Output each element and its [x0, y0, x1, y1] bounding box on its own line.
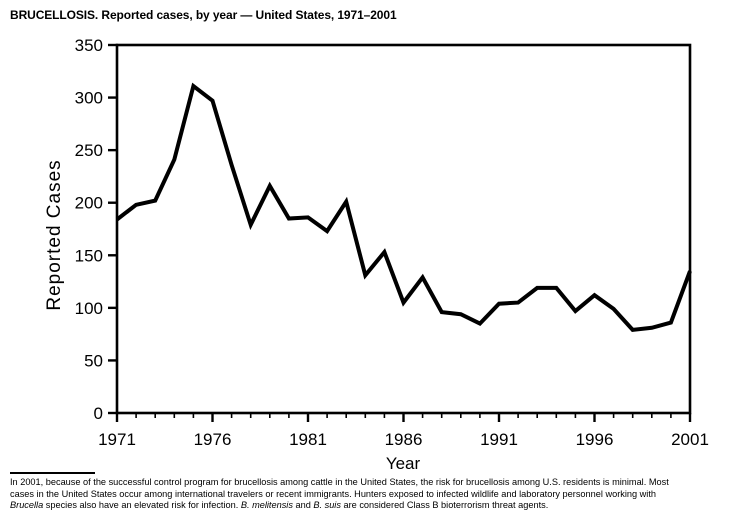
- footnote-line: In 2001, because of the successful contr…: [10, 477, 750, 489]
- data-line: [115, 82, 692, 332]
- x-axis-title: Year: [386, 454, 421, 473]
- footnote-rule: [10, 472, 95, 474]
- chart-title: BRUCELLOSIS. Reported cases, by year — U…: [10, 8, 397, 22]
- footnote-line: cases in the United States occur among i…: [10, 489, 750, 501]
- y-tick-label: 150: [75, 246, 103, 265]
- x-axis: 1971 1976 1981 1986 1991 1996 2001: [98, 413, 709, 449]
- x-tick-label: 1971: [98, 430, 136, 449]
- footnote-text: cases in the United States occur among i…: [10, 488, 657, 499]
- footnote-text: species also have an elevated risk for i…: [43, 500, 241, 510]
- footnote-italic-term: B. melitensis: [240, 500, 293, 510]
- plot-frame: [115, 43, 692, 415]
- footnote: In 2001, because of the successful contr…: [10, 477, 750, 512]
- y-tick-label: 200: [75, 194, 103, 213]
- footnote-text: and: [292, 500, 314, 510]
- y-tick-label: 250: [75, 141, 103, 160]
- x-tick-label: 1981: [289, 430, 327, 449]
- footnote-text: In 2001, because of the successful contr…: [10, 477, 669, 487]
- y-tick-label: 350: [75, 36, 103, 55]
- footnote-italic-term: B. suis: [313, 500, 341, 510]
- y-tick-label: 300: [75, 89, 103, 108]
- y-tick-label: 100: [75, 299, 103, 318]
- y-tick-label: 0: [94, 404, 103, 423]
- y-axis-title: Reported Cases: [44, 159, 65, 310]
- y-tick-label: 50: [84, 351, 103, 370]
- y-axis: 0 50 100 150 200 250 300 350: [75, 36, 118, 423]
- x-tick-label: 1976: [194, 430, 232, 449]
- x-tick-label: 2001: [671, 430, 709, 449]
- x-tick-label: 1996: [576, 430, 614, 449]
- x-tick-label: 1991: [480, 430, 518, 449]
- footnote-italic-term: Brucella: [10, 500, 44, 510]
- footnote-line: Brucella species also have an elevated r…: [10, 500, 750, 512]
- footnote-text: are considered Class B bioterrorism thre…: [340, 500, 549, 510]
- x-tick-label: 1986: [385, 430, 423, 449]
